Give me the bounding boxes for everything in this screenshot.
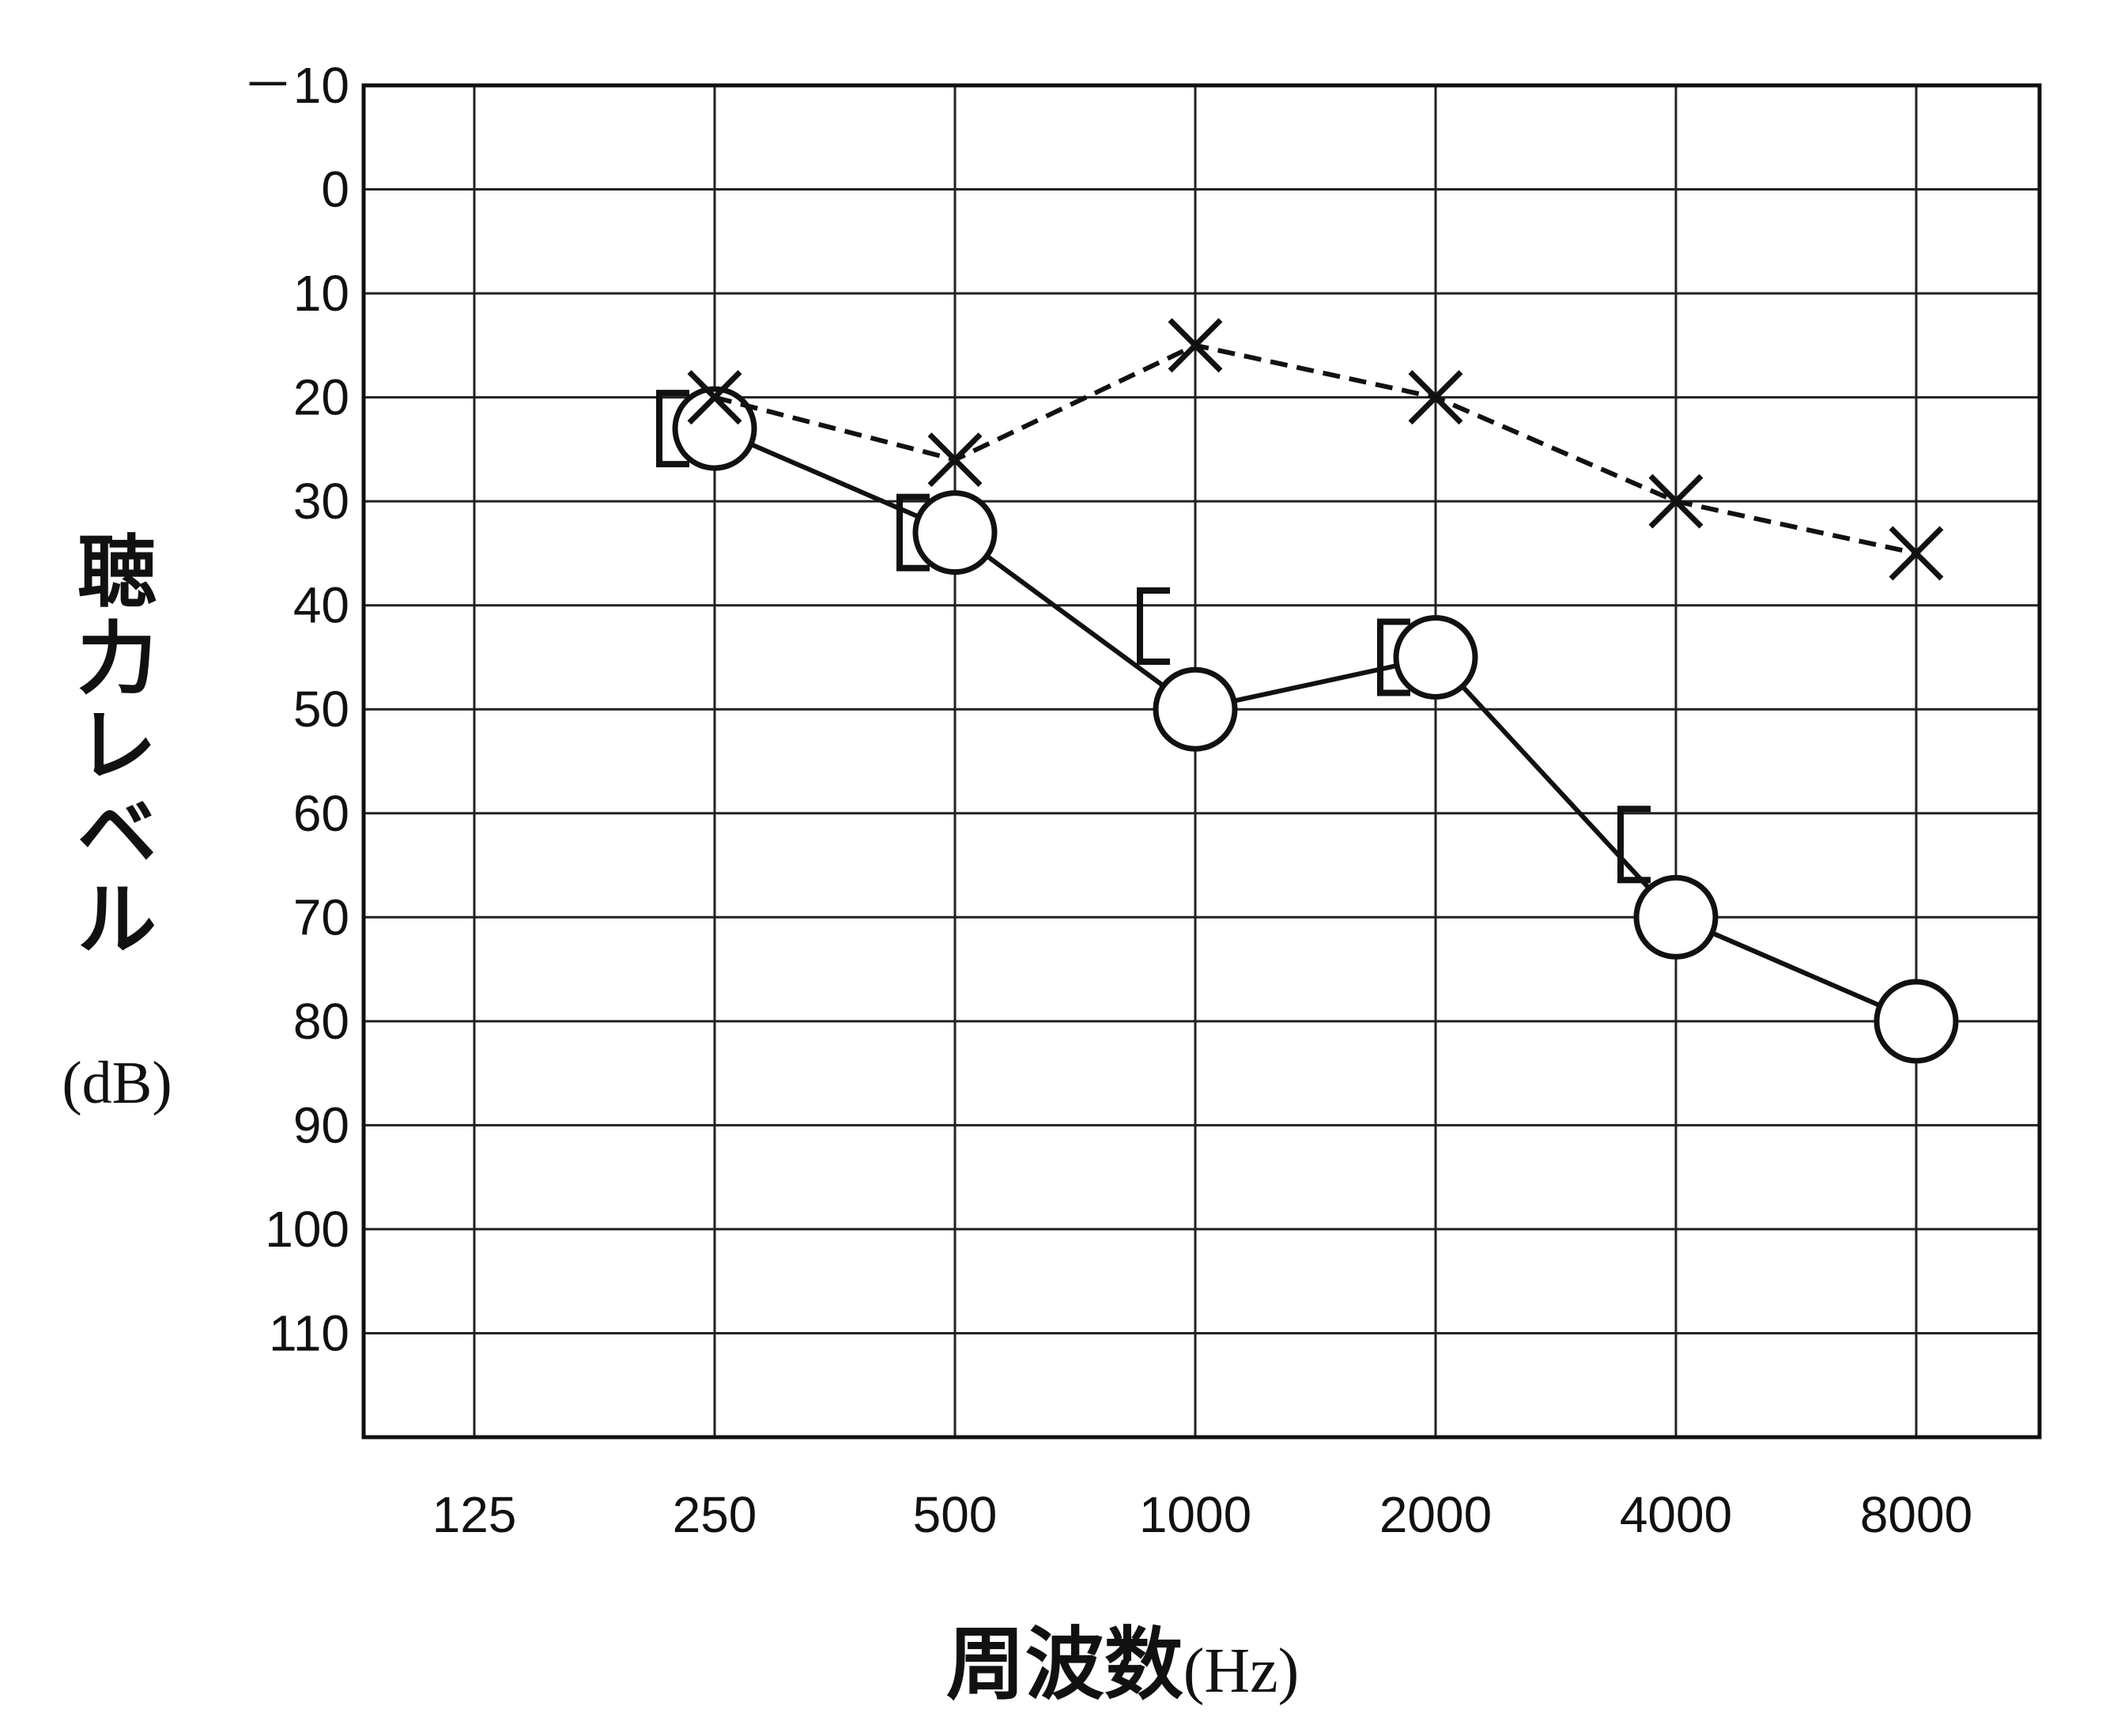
circle-marker xyxy=(1633,874,1719,960)
x-axis-unit: (Hz) xyxy=(1183,1636,1300,1706)
y-axis-label-char: 聴 xyxy=(77,526,157,618)
y-tick-label: 30 xyxy=(293,473,349,530)
x-tick-label: 500 xyxy=(913,1486,998,1543)
y-tick-label: 40 xyxy=(293,577,349,634)
circle-marker xyxy=(1874,979,1959,1064)
y-tick-label: 60 xyxy=(293,785,349,842)
bracket-marker xyxy=(1137,587,1170,665)
circle-marker xyxy=(672,386,757,471)
x-tick-label: 125 xyxy=(432,1486,517,1543)
y-tick-label: 10 xyxy=(293,265,349,322)
cross-series-line xyxy=(714,342,1917,556)
y-tick-label: 50 xyxy=(293,681,349,738)
y-tick-label: 90 xyxy=(293,1096,349,1153)
plot-frame xyxy=(361,83,2042,1440)
series xyxy=(656,318,1959,1064)
bracket-marker xyxy=(1617,806,1651,884)
cross-marker xyxy=(1168,318,1223,373)
y-axis-label-char: レ xyxy=(77,700,157,792)
y-axis-label-char: 力 xyxy=(77,613,157,705)
y-tick-label: 80 xyxy=(293,993,349,1050)
y-tick-label: 20 xyxy=(293,369,349,426)
grid xyxy=(364,85,2040,1437)
y-axis-label: 聴力レベル xyxy=(77,526,157,966)
circle-marker xyxy=(1393,614,1478,700)
x-tick-labels: 125 250 500 1000 2000 4000 8000 xyxy=(432,1486,1973,1543)
cross-marker xyxy=(1408,370,1463,425)
y-axis-label-char: ベ xyxy=(77,787,157,879)
x-tick-label: 2000 xyxy=(1379,1486,1492,1543)
x-tick-label: 8000 xyxy=(1860,1486,1972,1543)
cross-marker xyxy=(1889,526,1944,581)
y-tick-label: －10 xyxy=(243,57,349,114)
y-tick-labels: －10 0 10 20 30 40 50 60 70 80 90 100 110 xyxy=(243,57,349,1361)
x-axis-label: 周波数(Hz) xyxy=(946,1618,1300,1711)
y-axis-unit: (dB) xyxy=(62,1050,172,1116)
x-tick-label: 250 xyxy=(673,1486,757,1543)
circle-series-line xyxy=(713,426,1918,1024)
cross-marker xyxy=(927,432,983,488)
x-tick-label: 1000 xyxy=(1139,1486,1251,1543)
bracket-marker xyxy=(656,390,689,468)
circle-marker xyxy=(1153,666,1238,752)
cross-marker xyxy=(687,370,742,425)
bracket-marker xyxy=(896,493,930,572)
y-tick-label: 70 xyxy=(293,889,349,945)
y-tick-label: 110 xyxy=(269,1304,349,1361)
bracket-marker xyxy=(1377,618,1410,696)
x-tick-label: 4000 xyxy=(1620,1486,1732,1543)
y-tick-label: 0 xyxy=(321,161,349,218)
x-axis-title: 周波数 xyxy=(946,1618,1183,1711)
y-tick-label: 100 xyxy=(265,1201,349,1258)
circle-marker xyxy=(912,490,998,576)
cross-marker xyxy=(1648,474,1704,529)
y-axis-label-char: ル xyxy=(77,874,157,966)
